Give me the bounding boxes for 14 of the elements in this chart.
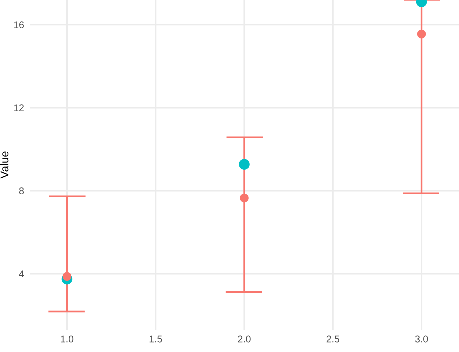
y-axis-title: Value bbox=[0, 152, 9, 179]
x-tick-label: 3.0 bbox=[415, 336, 428, 343]
x-tick-label: 2.5 bbox=[326, 336, 340, 343]
point bbox=[417, 30, 426, 39]
y-tick-label: 4 bbox=[19, 270, 24, 278]
point bbox=[240, 194, 249, 203]
y-tick-label: 12 bbox=[14, 104, 24, 112]
x-tick-label: 2.0 bbox=[238, 336, 251, 343]
x-tick-label: 1.5 bbox=[150, 336, 162, 343]
point bbox=[239, 159, 250, 170]
point bbox=[62, 272, 72, 282]
y-tick-label: 16 bbox=[14, 22, 24, 29]
y-tick-label: 8 bbox=[19, 188, 24, 195]
x-tick-label: 1.0 bbox=[61, 336, 74, 343]
